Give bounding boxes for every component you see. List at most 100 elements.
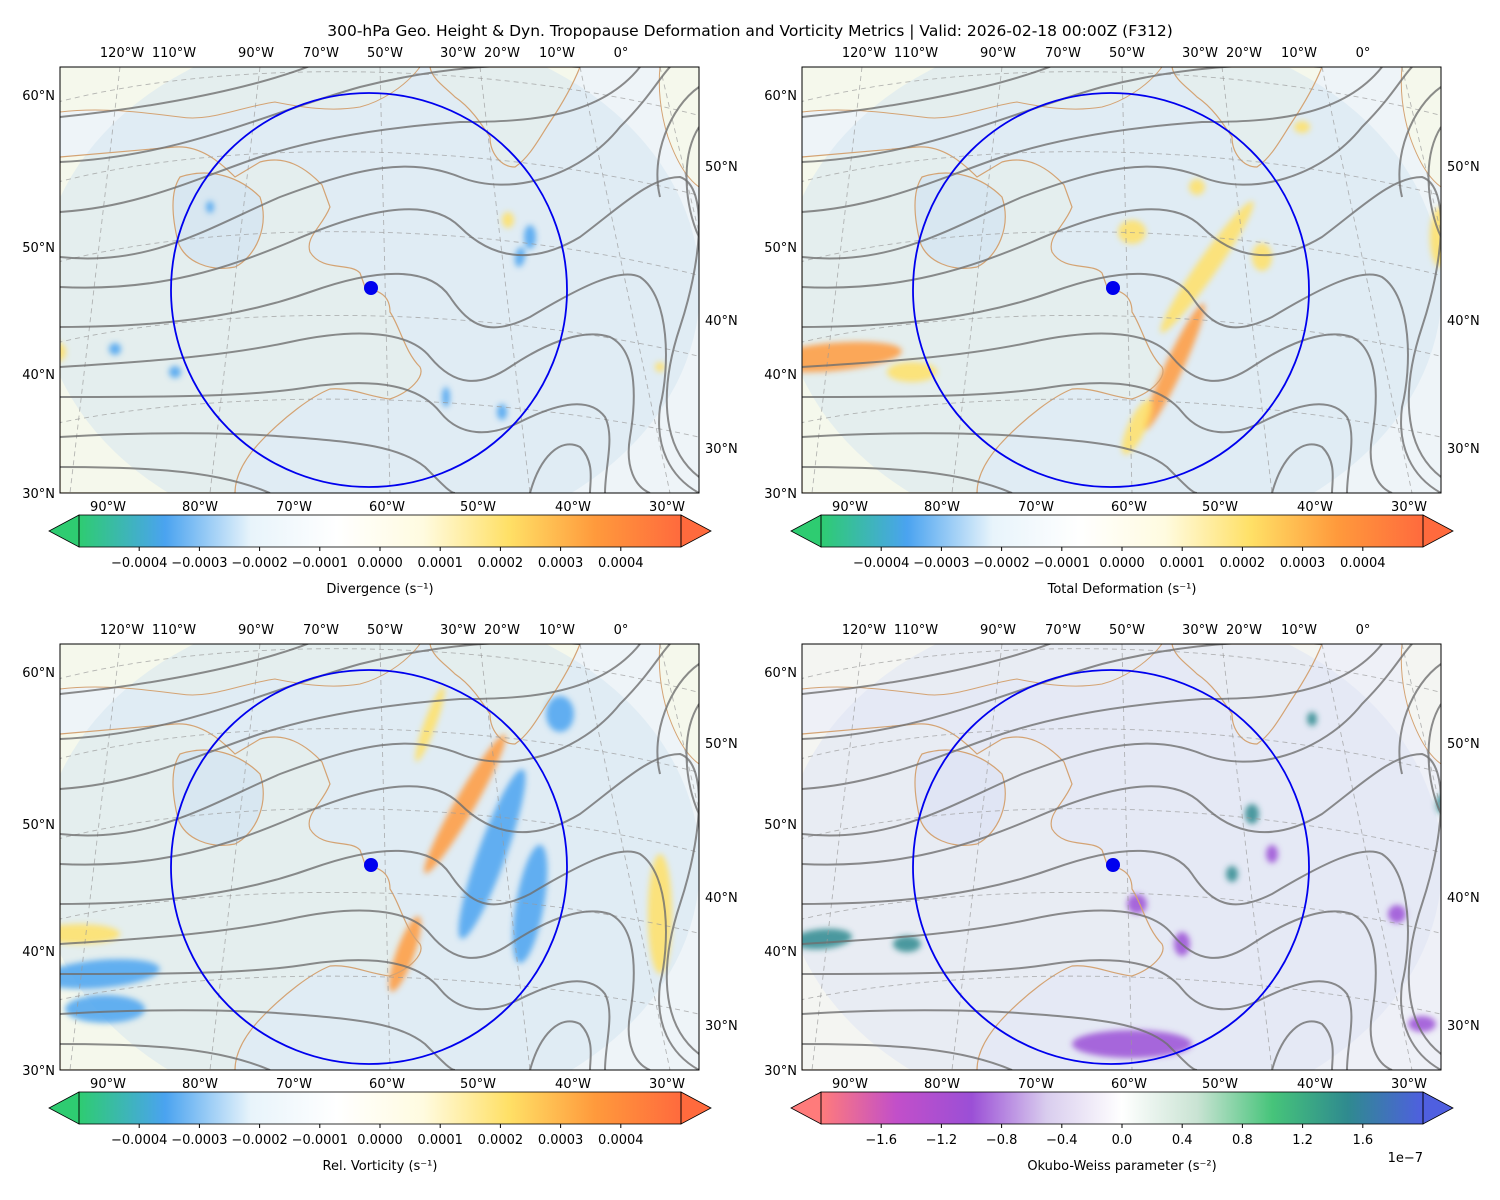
field-shading bbox=[802, 121, 1441, 455]
height-contour bbox=[60, 332, 651, 493]
field-feature bbox=[1072, 1030, 1192, 1058]
top-lon-tick-label: 120°W bbox=[842, 623, 886, 638]
graticule-line bbox=[802, 648, 1441, 693]
graticule-line bbox=[802, 314, 1441, 357]
colorbar-tick-label: 0.0003 bbox=[538, 556, 584, 571]
top-lon-tick-label: 20°W bbox=[1226, 46, 1262, 61]
graticule-line bbox=[802, 71, 1441, 116]
coastline bbox=[60, 723, 422, 1070]
height-contour bbox=[60, 175, 699, 478]
right-lat-tick-label: 40°N bbox=[1447, 891, 1480, 906]
domain-tint bbox=[802, 67, 1441, 493]
right-lat-tick-label: 40°N bbox=[705, 891, 738, 906]
bottom-lon-tick-label: 70°W bbox=[1018, 1077, 1054, 1092]
height-contour bbox=[60, 909, 651, 1070]
height-contour bbox=[802, 1009, 1198, 1070]
bottom-lon-tick-label: 60°W bbox=[369, 500, 405, 515]
colorbar-tick-label: −0.8 bbox=[986, 1133, 1018, 1148]
coastline-europe bbox=[658, 644, 699, 765]
right-lat-tick-label: 40°N bbox=[1447, 314, 1480, 329]
bottom-lon-tick-label: 60°W bbox=[1111, 500, 1147, 515]
graticule-line bbox=[60, 728, 699, 773]
map-tick-labels: 90°W 80°W 70°W 60°W 50°W 40°W 30°W 120°W 110°W 90… bbox=[764, 46, 1480, 515]
colorbar-gradient bbox=[79, 515, 681, 547]
height-contour bbox=[1427, 703, 1441, 815]
height-contour bbox=[802, 849, 1441, 1070]
bottom-lon-tick-label: 30°W bbox=[649, 1077, 685, 1092]
colorbar-extend-min bbox=[48, 1091, 80, 1125]
field-feature bbox=[1388, 905, 1406, 923]
bottom-lon-tick-label: 80°W bbox=[182, 500, 218, 515]
graticule-line bbox=[802, 728, 1441, 773]
height-contour bbox=[60, 466, 271, 493]
graticule-line bbox=[60, 975, 699, 1015]
total-deformation-panel: 90°W 80°W 70°W 60°W 50°W 40°W 30°W 120°W 110°W 90… bbox=[764, 46, 1480, 597]
height-contour bbox=[802, 67, 1053, 118]
center-point-marker bbox=[364, 858, 378, 872]
colorbar-gradient bbox=[821, 515, 1423, 547]
map-frame bbox=[801, 643, 1442, 1071]
map-tick-labels: 90°W 80°W 70°W 60°W 50°W 40°W 30°W 120°W 110°W 90… bbox=[764, 623, 1480, 1092]
left-lat-tick-label: 60°N bbox=[22, 666, 55, 681]
graticule-line bbox=[1321, 644, 1413, 1070]
coastline-hudson bbox=[172, 172, 264, 269]
left-lat-tick-label: 30°N bbox=[22, 1064, 55, 1079]
field-feature bbox=[1430, 207, 1441, 267]
coastline-greenland bbox=[429, 67, 581, 168]
bottom-lon-tick-label: 40°W bbox=[1297, 500, 1333, 515]
colorbar-label: Total Deformation (s⁻¹) bbox=[1047, 582, 1197, 597]
bottom-lon-tick-label: 50°W bbox=[460, 1077, 496, 1092]
height-contour bbox=[60, 1009, 456, 1070]
relative-vorticity-panel: 90°W 80°W 70°W 60°W 50°W 40°W 30°W 120°W 110°W 90… bbox=[22, 623, 738, 1174]
top-lon-tick-label: 110°W bbox=[894, 46, 938, 61]
top-lon-tick-label: 110°W bbox=[152, 46, 196, 61]
bottom-lon-tick-label: 30°W bbox=[1391, 1077, 1427, 1092]
right-lat-tick-label: 50°N bbox=[1447, 160, 1480, 175]
map-layer bbox=[802, 644, 1441, 1070]
top-lon-tick-label: 30°W bbox=[1182, 623, 1218, 638]
colorbar-tick-label: −1.2 bbox=[926, 1133, 958, 1148]
bottom-lon-tick-label: 60°W bbox=[369, 1077, 405, 1092]
bottom-lon-tick-label: 50°W bbox=[460, 500, 496, 515]
right-lat-tick-label: 50°N bbox=[705, 160, 738, 175]
height-contour bbox=[60, 67, 641, 213]
colorbar-extend-min bbox=[790, 1091, 822, 1125]
colorbar-tick-label: 0.0002 bbox=[478, 556, 524, 571]
graticule-line bbox=[60, 314, 699, 357]
colorbar-tick-label: −0.0004 bbox=[111, 556, 167, 571]
colorbar-tick-label: 0.0003 bbox=[538, 1133, 584, 1148]
colorbar-tick-label: 0.0001 bbox=[417, 1133, 463, 1148]
height-contour bbox=[802, 752, 1441, 1055]
bottom-lon-tick-label: 80°W bbox=[924, 500, 960, 515]
height-contour bbox=[802, 67, 1413, 260]
height-contour bbox=[802, 644, 1322, 740]
colorbar-tick-label: 0.0004 bbox=[1340, 556, 1386, 571]
field-feature bbox=[415, 686, 445, 762]
top-lon-tick-label: 0° bbox=[614, 623, 629, 638]
coastline-greenland bbox=[429, 644, 581, 745]
colorbar-tick-label: −0.0001 bbox=[292, 1133, 348, 1148]
height-contour bbox=[802, 644, 1383, 790]
bottom-lon-tick-label: 30°W bbox=[649, 500, 685, 515]
map-area bbox=[60, 644, 699, 1070]
colorbar: −0.0004 −0.0003 −0.0002 −0.0001 0.0000 0.0001… bbox=[48, 514, 712, 597]
top-lon-tick-label: 10°W bbox=[1281, 623, 1317, 638]
height-contour bbox=[1427, 126, 1441, 238]
top-lon-tick-label: 20°W bbox=[484, 46, 520, 61]
field-feature bbox=[524, 225, 536, 249]
field-feature bbox=[458, 769, 526, 939]
graticule-line bbox=[1321, 67, 1413, 493]
left-lat-tick-label: 40°N bbox=[764, 945, 797, 960]
colorbar-extend-max bbox=[680, 514, 712, 548]
field-feature bbox=[65, 995, 145, 1023]
bottom-lon-tick-label: 50°W bbox=[1202, 500, 1238, 515]
colorbar-tick-label: −0.0003 bbox=[171, 556, 227, 571]
center-point-marker bbox=[364, 281, 378, 295]
graticule-line bbox=[1401, 67, 1441, 236]
field-feature bbox=[109, 343, 121, 355]
map-layer bbox=[60, 644, 699, 1070]
bottom-lon-tick-label: 90°W bbox=[832, 500, 868, 515]
map-area bbox=[60, 67, 699, 493]
height-contour bbox=[60, 67, 311, 118]
top-lon-tick-label: 90°W bbox=[980, 46, 1016, 61]
